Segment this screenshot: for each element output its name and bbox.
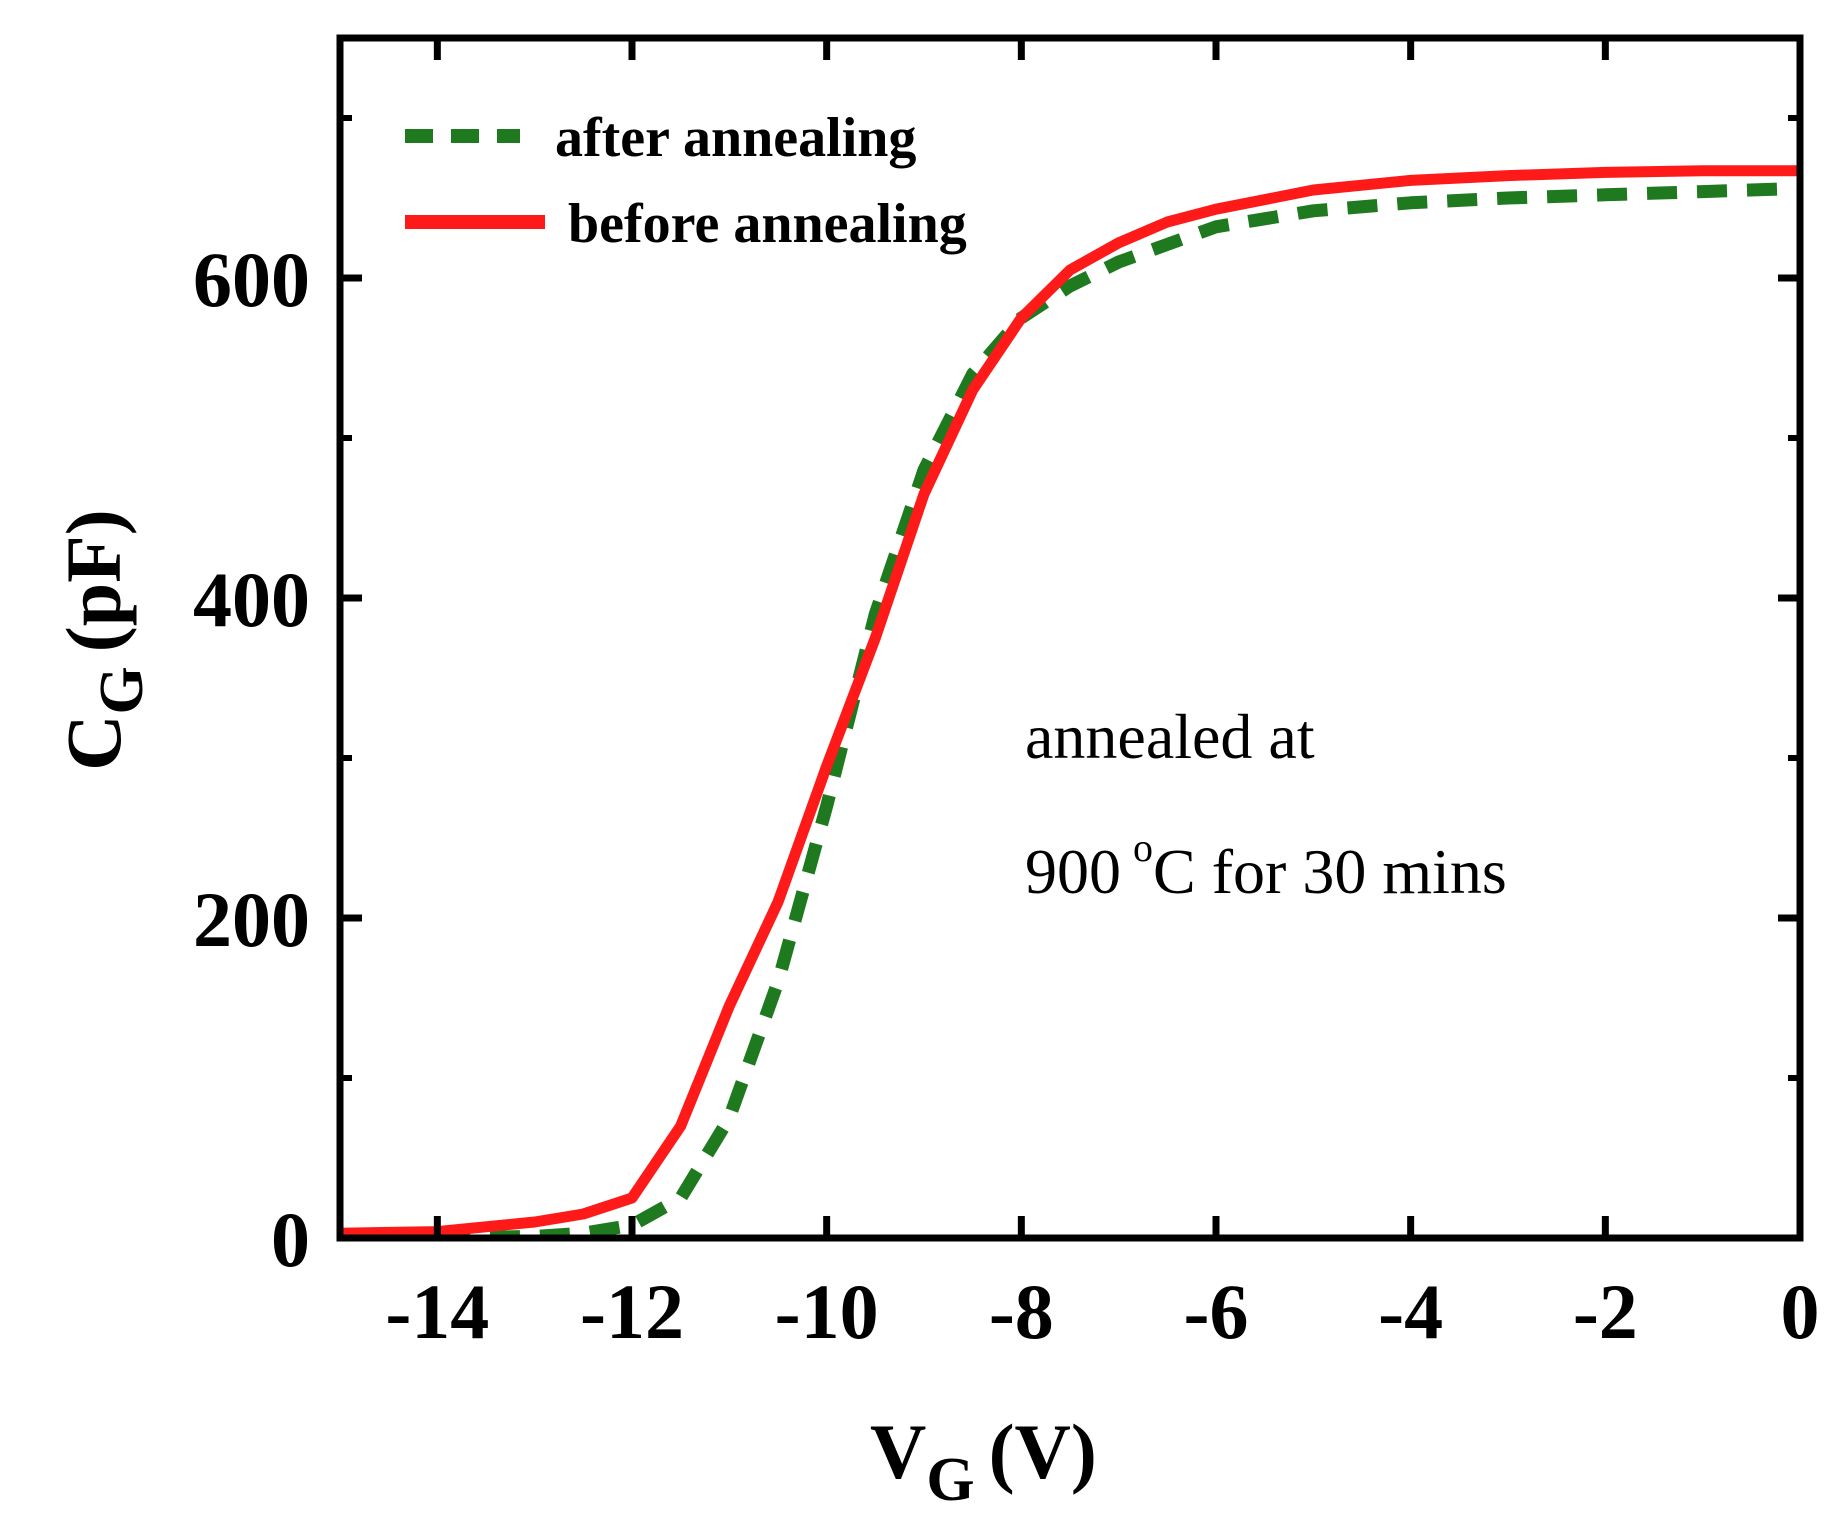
x-tick-label: -2 <box>1573 1268 1638 1355</box>
annotation-line1: annealed at <box>1025 701 1315 772</box>
series-layer <box>340 165 1800 1238</box>
y-tick-label: 200 <box>193 876 310 963</box>
y-axis-title-sub: G <box>88 666 156 714</box>
ticks-layer: -14 -12 -10 -8 -6 -4 -2 0 0 200 400 600 <box>193 38 1820 1355</box>
x-axis-title-unit: (V) <box>989 1408 1097 1495</box>
x-axis-title-sub: G <box>926 1446 974 1514</box>
svg-text:CG(pF): CG (pF) <box>50 509 156 771</box>
annotation-line2: 900 oC for 30 mins <box>1025 825 1507 907</box>
x-tick-label: -12 <box>580 1268 684 1355</box>
y-tick-label: 0 <box>271 1196 310 1283</box>
x-tick-label: -4 <box>1378 1268 1443 1355</box>
x-tick-label: 0 <box>1781 1268 1820 1355</box>
annotation-degree: o <box>1133 825 1153 870</box>
legend-label-before-annealing: before annealing <box>568 193 967 255</box>
plot-frame <box>336 34 1804 1242</box>
x-axis-title: VG (V) <box>870 1408 1097 1514</box>
x-tick-label: -8 <box>989 1268 1054 1355</box>
y-axis-title-main: C <box>50 714 137 770</box>
annotation-temp: 900 <box>1025 836 1121 907</box>
series-line-after-annealing <box>340 181 1800 1238</box>
y-tick-label: 600 <box>193 236 310 323</box>
svg-text:VG(V): VG (V) <box>870 1408 1097 1514</box>
y-axis-title: CG (pF) <box>50 509 156 771</box>
series-line-before-annealing <box>340 165 1800 1238</box>
x-axis-title-main: V <box>870 1408 926 1495</box>
x-tick-label: -14 <box>385 1268 489 1355</box>
annotation-rest: C for 30 mins <box>1153 836 1507 907</box>
x-tick-label: -10 <box>775 1268 879 1355</box>
legend: after annealing before annealing <box>405 107 967 255</box>
x-tick-label: -6 <box>1184 1268 1249 1355</box>
y-axis-title-unit: (pF) <box>50 509 137 652</box>
y-tick-label: 400 <box>193 556 310 643</box>
annotation: annealed at 900 oC for 30 mins <box>1025 701 1507 907</box>
legend-label-after-annealing: after annealing <box>555 107 916 169</box>
